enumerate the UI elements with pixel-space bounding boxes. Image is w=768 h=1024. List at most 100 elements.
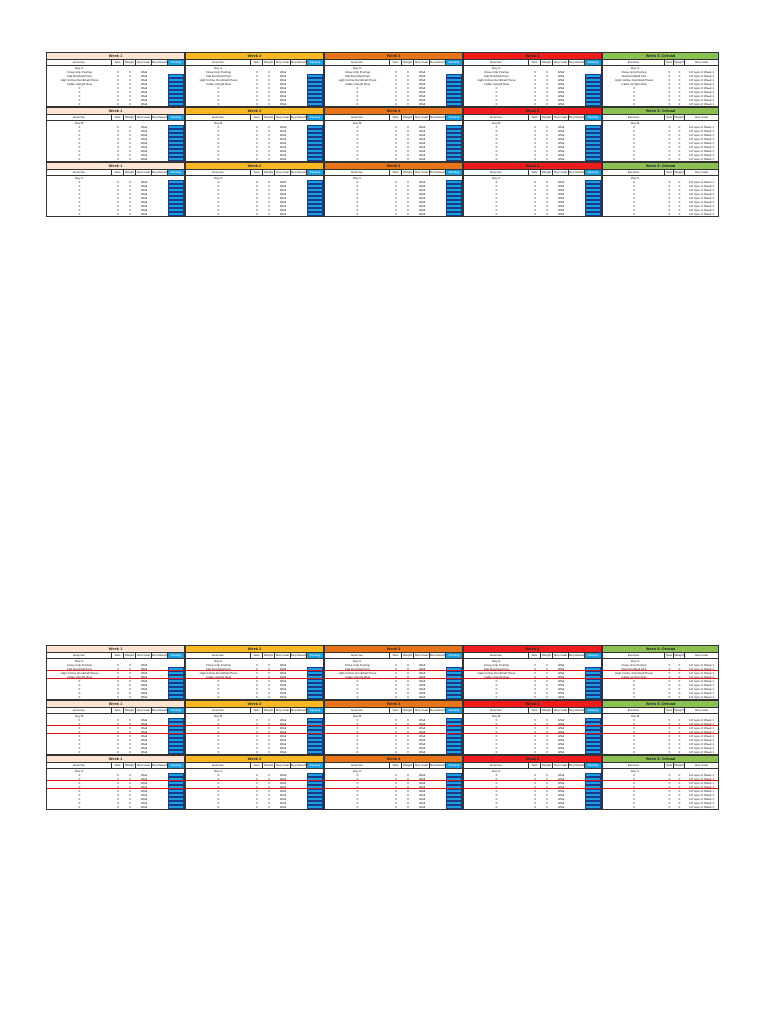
sets-cell[interactable]: 0 — [534, 70, 536, 74]
exercise-cell[interactable]: 0 — [78, 102, 81, 106]
weight-cell[interactable]: 0 — [678, 722, 681, 726]
sets-cell[interactable]: 0 — [395, 102, 397, 106]
passing-cell[interactable] — [307, 734, 323, 738]
rep-goal-cell[interactable]: 0/fail — [140, 125, 148, 129]
exercise-cell[interactable]: 0 — [217, 777, 220, 781]
sets-cell[interactable]: 0 — [668, 180, 671, 184]
exercise-cell[interactable]: 0 — [356, 801, 359, 805]
passing-cell[interactable] — [168, 726, 184, 730]
exercise-cell[interactable]: 0 — [356, 184, 359, 188]
exercise-cell[interactable]: 0 — [633, 695, 635, 699]
passing-cell[interactable] — [446, 153, 462, 157]
weight-cell[interactable]: 0 — [268, 153, 270, 157]
exercise-cell[interactable]: 0 — [633, 94, 635, 98]
sets-cell[interactable]: 0 — [117, 695, 119, 699]
weight-cell[interactable]: 0 — [268, 192, 270, 196]
sets-cell[interactable]: 0 — [256, 200, 258, 204]
exercise-cell[interactable]: 0 — [217, 94, 220, 98]
weight-cell[interactable]: 0 — [129, 746, 131, 750]
weight-cell[interactable]: 0 — [129, 74, 131, 78]
sets-cell[interactable]: 0 — [117, 777, 119, 781]
sets-cell[interactable]: 0 — [256, 204, 258, 208]
sets-cell[interactable]: 0 — [117, 797, 119, 801]
exercise-cell[interactable]: 0 — [495, 149, 498, 153]
rep-goal-cell[interactable]: 1/2 reps of Week 1 — [688, 671, 715, 675]
weight-cell[interactable]: 0 — [407, 70, 409, 74]
passing-cell[interactable] — [307, 129, 323, 133]
exercise-cell[interactable]: 0 — [633, 125, 635, 129]
passing-cell[interactable] — [307, 695, 323, 699]
sets-cell[interactable]: 0 — [256, 695, 258, 699]
weight-cell[interactable]: 0 — [678, 777, 681, 781]
sets-cell[interactable]: 0 — [256, 777, 258, 781]
exercise-cell[interactable]: 0 — [217, 200, 220, 204]
exercise-cell[interactable]: 0 — [217, 750, 220, 754]
exercise-cell[interactable]: 0 — [356, 149, 359, 153]
passing-cell[interactable] — [307, 86, 323, 90]
weight-cell[interactable]: 0 — [678, 793, 681, 797]
rep-goal-cell[interactable]: 0/fail — [140, 785, 148, 789]
weight-cell[interactable]: 0 — [407, 196, 409, 200]
exercise-cell[interactable]: 0 — [356, 133, 359, 137]
passing-cell[interactable] — [307, 801, 323, 805]
weight-cell[interactable]: 0 — [546, 805, 548, 809]
exercise-cell[interactable]: 0 — [633, 742, 635, 746]
sets-cell[interactable]: 0 — [534, 726, 536, 730]
sets-cell[interactable]: 0 — [534, 675, 536, 679]
exercise-cell[interactable]: 0 — [356, 797, 359, 801]
sets-cell[interactable]: 0 — [534, 687, 536, 691]
passing-cell[interactable] — [307, 125, 323, 129]
passing-cell[interactable] — [446, 102, 462, 106]
exercise-cell[interactable]: Close Grip Pushup — [621, 663, 647, 667]
exercise-cell[interactable]: 0 — [495, 781, 498, 785]
passing-cell[interactable] — [446, 192, 462, 196]
rep-goal-cell[interactable]: 0/fail — [557, 86, 565, 90]
sets-cell[interactable]: 0 — [256, 78, 258, 82]
rep-results-cell[interactable] — [152, 212, 168, 216]
weight-cell[interactable]: 0 — [546, 683, 548, 687]
rep-goal-cell[interactable]: 0/fail — [557, 773, 565, 777]
passing-cell[interactable] — [585, 98, 601, 102]
weight-cell[interactable]: 0 — [678, 667, 681, 671]
rep-goal-cell[interactable]: 0/fail — [140, 153, 148, 157]
weight-cell[interactable]: 0 — [268, 102, 270, 106]
weight-cell[interactable]: 0 — [678, 212, 681, 216]
sets-cell[interactable]: 0 — [534, 153, 536, 157]
weight-cell[interactable]: 0 — [129, 675, 131, 679]
passing-cell[interactable] — [585, 184, 601, 188]
weight-cell[interactable]: 0 — [546, 90, 548, 94]
passing-cell[interactable] — [446, 695, 462, 699]
passing-cell[interactable] — [446, 773, 462, 777]
rep-goal-cell[interactable]: 1/2 reps of Week 1 — [688, 102, 715, 106]
rep-goal-cell[interactable]: 1/2 reps of Week 1 — [688, 785, 715, 789]
sets-cell[interactable]: 0 — [256, 797, 258, 801]
rep-results-cell[interactable] — [291, 695, 307, 699]
weight-cell[interactable]: 0 — [129, 683, 131, 687]
rep-goal-cell[interactable]: 0/fail — [279, 200, 287, 204]
rep-goal-cell[interactable]: 1/2 reps of Week 1 — [688, 184, 715, 188]
weight-cell[interactable]: 0 — [407, 683, 409, 687]
rep-goal-cell[interactable]: 0/fail — [140, 208, 148, 212]
exercise-cell[interactable]: 0 — [633, 691, 635, 695]
passing-cell[interactable] — [168, 797, 184, 801]
sets-cell[interactable]: 0 — [395, 722, 397, 726]
rep-goal-cell[interactable]: 1/2 reps of Week 1 — [688, 125, 715, 129]
passing-cell[interactable] — [446, 718, 462, 722]
rep-goal-cell[interactable]: 0/fail — [557, 212, 565, 216]
sets-cell[interactable]: 0 — [117, 789, 119, 793]
sets-cell[interactable]: 0 — [117, 805, 119, 809]
sets-cell[interactable]: 0 — [117, 722, 119, 726]
weight-cell[interactable]: 0 — [129, 153, 131, 157]
rep-results-cell[interactable] — [569, 695, 585, 699]
passing-cell[interactable] — [446, 797, 462, 801]
weight-cell[interactable]: 0 — [407, 793, 409, 797]
weight-cell[interactable]: 0 — [268, 691, 270, 695]
passing-cell[interactable] — [307, 208, 323, 212]
rep-goal-cell[interactable]: 0/fail — [279, 188, 287, 192]
sets-cell[interactable]: 0 — [395, 789, 397, 793]
exercise-cell[interactable]: Close Grip Pushup — [66, 70, 93, 74]
passing-cell[interactable] — [446, 129, 462, 133]
sets-cell[interactable]: 0 — [256, 675, 258, 679]
sets-cell[interactable]: 0 — [117, 212, 119, 216]
sets-cell[interactable]: 0 — [534, 730, 536, 734]
